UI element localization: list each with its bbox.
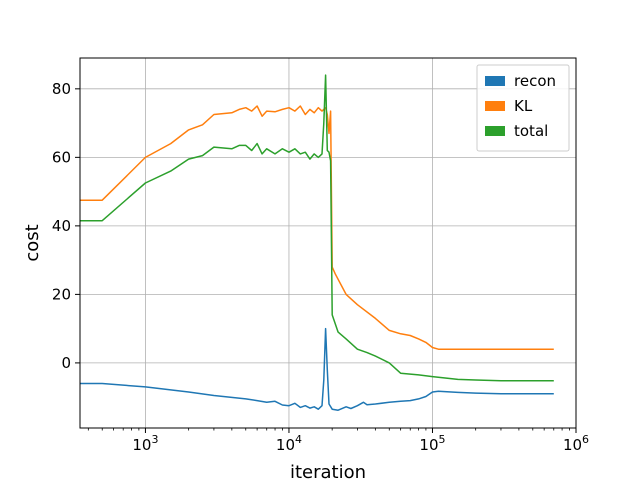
y-tick-label: 60 [52, 148, 71, 166]
legend-swatch-recon [485, 76, 505, 86]
series-line-recon [80, 327, 554, 411]
legend-label-total: total [514, 122, 548, 140]
plot-frame [79, 57, 577, 429]
tick-layer: 103 104 105 106 0 20 40 60 80 [52, 80, 589, 454]
x-tick-label: 104 [276, 433, 302, 454]
series-line-total [80, 74, 554, 382]
legend: recon KL total [476, 64, 570, 152]
y-tick-label: 20 [52, 285, 71, 303]
legend-swatch-total [485, 126, 505, 136]
y-tick-label: 80 [52, 80, 71, 98]
legend-label-recon: recon [514, 72, 556, 90]
x-tick-label: 105 [419, 433, 445, 454]
y-tick-label: 40 [52, 217, 71, 235]
series-line-kl [80, 105, 554, 350]
x-tick-label: 106 [563, 433, 589, 454]
x-axis-label: iteration [290, 462, 366, 480]
legend-swatch-kl [485, 101, 505, 111]
series-layer [80, 74, 554, 411]
legend-label-kl: KL [514, 97, 533, 115]
x-tick-label: 103 [132, 433, 158, 454]
y-axis-label: cost [22, 224, 43, 261]
y-tick-label: 0 [61, 354, 71, 372]
